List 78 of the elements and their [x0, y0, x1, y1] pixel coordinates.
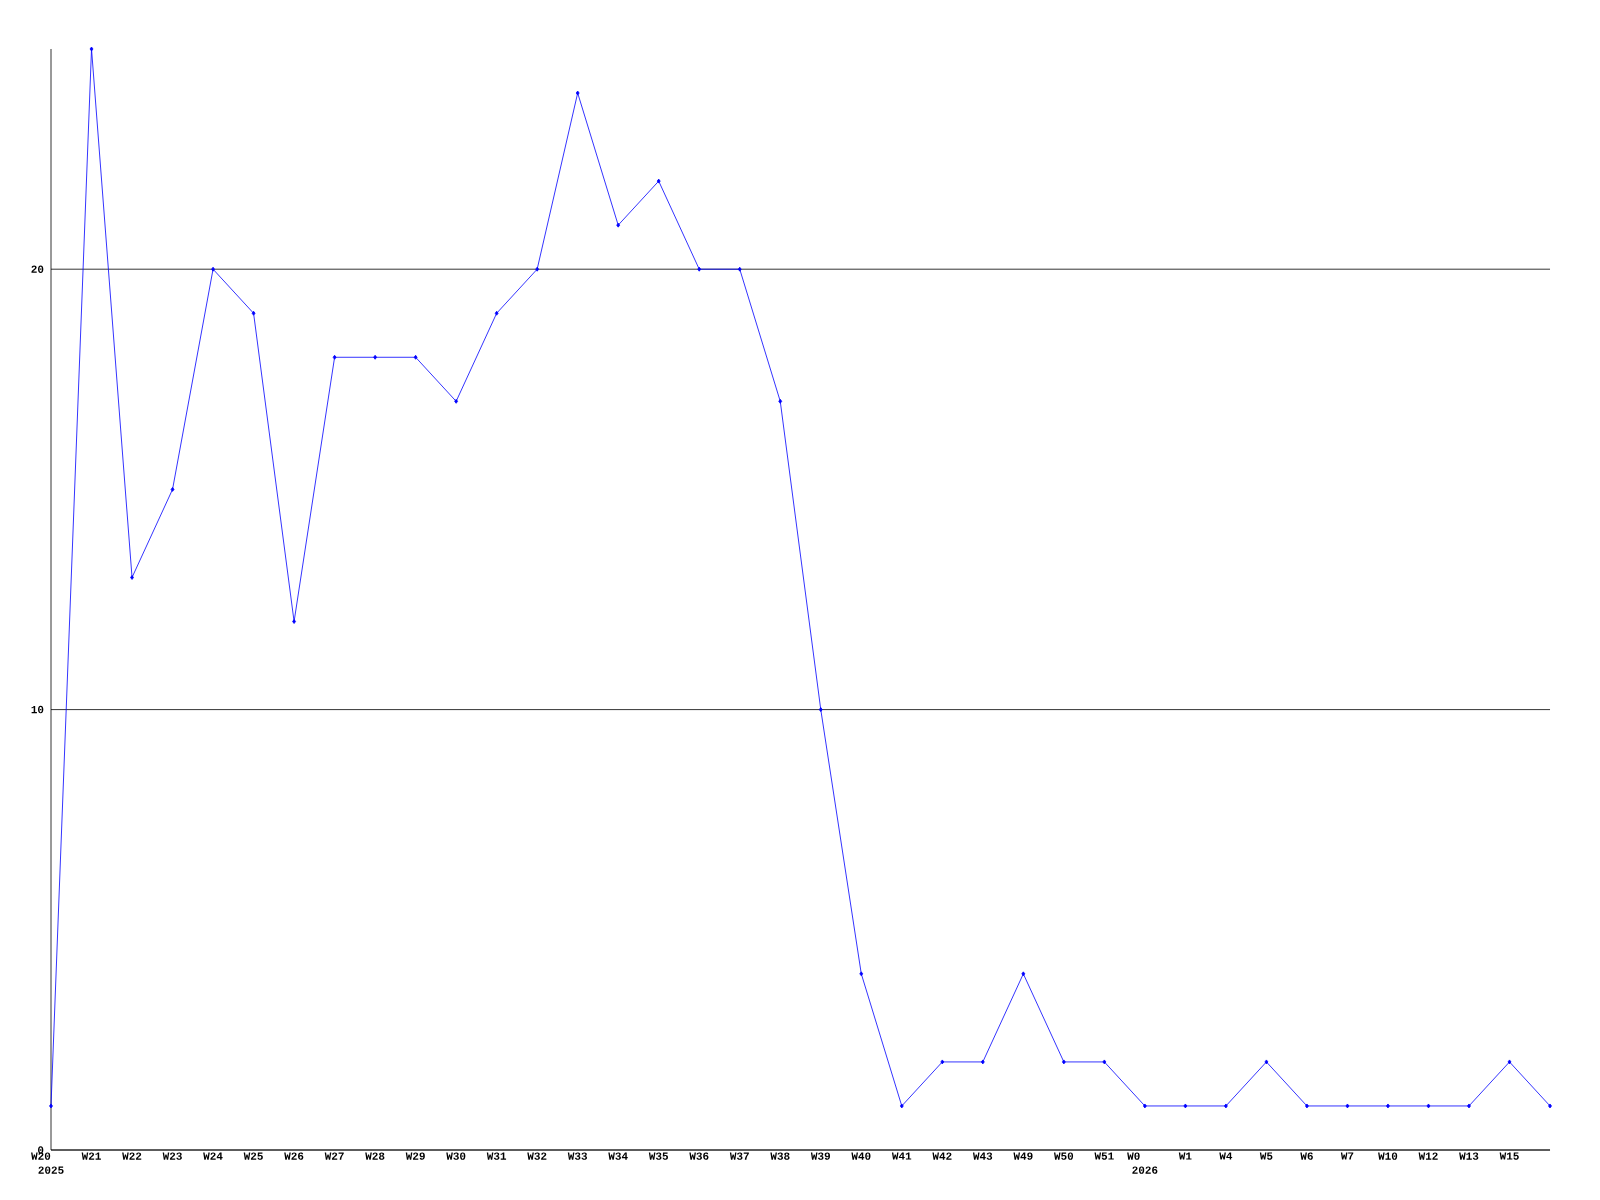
- y-tick-label: 0: [38, 1146, 44, 1154]
- x-tick-label: W10: [1378, 1152, 1398, 1160]
- x-tick-label: W39: [810, 1152, 830, 1160]
- x-tick-label: W50: [1053, 1152, 1074, 1160]
- point: [899, 1103, 904, 1109]
- point: [1264, 1059, 1269, 1065]
- x-tick-label: W23: [162, 1152, 182, 1160]
- point: [940, 1059, 945, 1065]
- x-tick-label: W49: [1013, 1152, 1033, 1160]
- x-tick-label: W31: [486, 1152, 507, 1160]
- point: [170, 487, 175, 492]
- point: [251, 310, 256, 316]
- x-tick-label: W28: [365, 1152, 385, 1160]
- x-tick-label: W26: [284, 1152, 304, 1160]
- x-tick-label: W12: [1418, 1152, 1438, 1160]
- point: [980, 1059, 985, 1065]
- x-tick-label: W7: [1340, 1152, 1354, 1160]
- point: [616, 222, 621, 228]
- x-tick-label: W6: [1300, 1152, 1313, 1160]
- point: [1467, 1103, 1471, 1109]
- point: [332, 354, 337, 360]
- x-tick-label: W20 2025: [31, 1152, 64, 1174]
- point: [1021, 971, 1026, 977]
- point: [1507, 1059, 1512, 1065]
- point: [292, 619, 296, 624]
- point: [535, 266, 540, 272]
- x-tick-label: W30: [446, 1152, 466, 1160]
- x-tick-label: W43: [972, 1152, 993, 1160]
- point: [1345, 1103, 1350, 1109]
- point: [1061, 1059, 1066, 1065]
- point: [1548, 1103, 1552, 1109]
- point: [697, 266, 702, 272]
- point: [1305, 1103, 1309, 1109]
- x-tick-label: W22: [122, 1152, 142, 1160]
- x-tick-label: W4: [1219, 1152, 1233, 1160]
- x-tick-label: W36: [689, 1152, 709, 1160]
- x-tick-label: W15: [1499, 1152, 1519, 1160]
- x-tick-label: W1: [1178, 1152, 1192, 1160]
- y-tick-label: 20: [31, 265, 44, 273]
- point: [818, 707, 823, 712]
- point: [778, 398, 783, 404]
- point: [1183, 1103, 1188, 1109]
- x-tick-label: W33: [567, 1152, 587, 1160]
- point: [130, 575, 134, 580]
- x-tick-label: W25: [243, 1152, 263, 1160]
- point: [454, 398, 459, 404]
- x-tick-label: W38: [770, 1152, 790, 1160]
- x-tick-label: W51: [1094, 1152, 1114, 1160]
- x-tick-label: W13: [1459, 1152, 1479, 1160]
- point: [656, 178, 661, 184]
- x-tick-label: W5: [1259, 1152, 1273, 1160]
- point: [373, 354, 377, 360]
- point: [1142, 1103, 1147, 1109]
- x-tick-label: W0 2026: [1127, 1152, 1158, 1174]
- point: [737, 266, 742, 272]
- x-tick-label: W41: [891, 1152, 912, 1160]
- y-tick-label: 10: [31, 705, 44, 714]
- point: [49, 1103, 53, 1109]
- point: [575, 90, 580, 96]
- point: [413, 354, 418, 360]
- point: [1102, 1059, 1107, 1065]
- x-tick-label: W21: [81, 1152, 101, 1160]
- x-tick-label: W40: [851, 1152, 871, 1160]
- point: [1386, 1103, 1390, 1109]
- point: [211, 266, 215, 272]
- point: [89, 46, 94, 52]
- x-tick-label: W37: [729, 1152, 749, 1160]
- x-tick-label: W24: [203, 1152, 223, 1160]
- point: [1224, 1103, 1228, 1109]
- x-tick-label: W42: [932, 1152, 952, 1160]
- x-tick-label: W34: [608, 1152, 628, 1160]
- x-tick-label: W32: [527, 1152, 547, 1160]
- point: [494, 310, 499, 316]
- point: [859, 971, 864, 977]
- x-tick-label: W35: [648, 1152, 668, 1160]
- x-tick-label: W27: [324, 1152, 344, 1160]
- point: [1426, 1103, 1431, 1109]
- x-tick-label: W29: [405, 1152, 425, 1160]
